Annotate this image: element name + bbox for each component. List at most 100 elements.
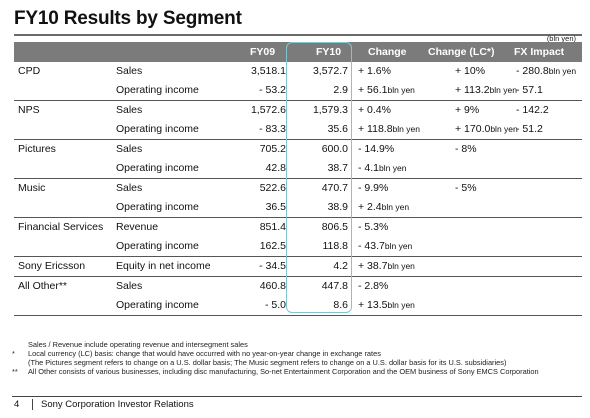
- change-lc-value-unit: bln yen: [490, 124, 518, 134]
- table-row: All Other** Sales 460.8 447.8 - 2.8%: [14, 277, 582, 296]
- header-change: Change: [368, 46, 407, 58]
- fy09-value: 705.2: [259, 143, 286, 155]
- row-item: Operating income: [116, 162, 199, 174]
- change-value: - 43.7bln yen: [358, 240, 412, 252]
- change-value-number: + 118.8: [358, 123, 393, 135]
- row-item: Revenue: [116, 221, 159, 233]
- change-value-number: + 2.4: [358, 201, 382, 213]
- segment-group: NPS Sales 1,572.6 1,579.3 + 0.4% + 9% - 142.2 O…: [14, 101, 582, 140]
- table-row: Operating income 36.5 38.9 + 2.4bln yen: [14, 198, 582, 217]
- change-value: + 38.7bln yen: [358, 260, 415, 272]
- change-value-number: + 0.4%: [358, 104, 391, 116]
- table-row: CPD Sales 3,518.1 3,572.7 + 1.6% + 10% - 280.8…: [14, 62, 582, 81]
- fy10-value: 38.7: [327, 162, 348, 174]
- page-title: FY10 Results by Segment: [14, 8, 242, 29]
- note-lc: * Local currency (LC) basis: change that…: [12, 349, 582, 358]
- fy10-value: 8.6: [333, 299, 348, 311]
- fy10-value: 600.0: [321, 143, 348, 155]
- fy10-value: 2.9: [333, 84, 348, 96]
- change-value: + 13.5bln yen: [358, 299, 415, 311]
- fy09-value: 36.5: [265, 201, 286, 213]
- fy09-value: 522.6: [259, 182, 286, 194]
- table-row: Sony Ericsson Equity in net income - 34.5 4…: [14, 257, 582, 276]
- table-header: FY09 FY10 Change Change (LC*) FX Impact: [14, 42, 582, 62]
- segment-name: Pictures: [18, 143, 56, 155]
- fy10-value: 38.9: [327, 201, 348, 213]
- change-lc-value-number: - 5%: [455, 182, 477, 194]
- footnotes: Sales / Revenue include operating revenu…: [12, 340, 582, 376]
- row-item: Operating income: [116, 299, 199, 311]
- change-value: + 2.4bln yen: [358, 201, 409, 213]
- change-value-number: + 56.1: [358, 84, 388, 96]
- change-lc-value: + 113.2bln yen: [455, 84, 517, 96]
- change-value-number: + 1.6%: [358, 65, 391, 77]
- change-value: - 5.3%: [358, 221, 388, 233]
- change-value-number: + 38.7: [358, 260, 388, 272]
- footer: 4 Sony Corporation Investor Relations: [14, 399, 194, 410]
- fx-impact-value-number: - 51.2: [516, 123, 543, 135]
- fy09-value: - 34.5: [259, 260, 286, 272]
- table-row: NPS Sales 1,572.6 1,579.3 + 0.4% + 9% - 142.2: [14, 101, 582, 120]
- note-lc-detail-text: (The Pictures segment refers to change o…: [28, 358, 507, 367]
- header-fy09: FY09: [250, 46, 276, 58]
- fy10-value: 4.2: [333, 260, 348, 272]
- segment-group: Pictures Sales 705.2 600.0 - 14.9% - 8% Operat…: [14, 140, 582, 179]
- row-item: Operating income: [116, 84, 199, 96]
- segment-group: Music Sales 522.6 470.7 - 9.9% - 5% Operating …: [14, 179, 582, 218]
- change-value-unit: bln yen: [387, 300, 415, 310]
- change-lc-value-number: - 8%: [455, 143, 477, 155]
- footer-divider: [12, 396, 582, 397]
- segment-name: Music: [18, 182, 46, 194]
- note-lc-text: Local currency (LC) basis: change that w…: [28, 349, 381, 358]
- change-lc-value-number: + 9%: [455, 104, 480, 116]
- row-item: Sales: [116, 65, 143, 77]
- segment-name: NPS: [18, 104, 40, 116]
- table-row: Pictures Sales 705.2 600.0 - 14.9% - 8%: [14, 140, 582, 159]
- fx-impact-value-unit: bln yen: [548, 66, 577, 76]
- segment-name: CPD: [18, 65, 41, 77]
- change-value: + 0.4%: [358, 104, 391, 116]
- fy09-value: 460.8: [259, 280, 286, 292]
- fy09-value: - 53.2: [259, 84, 286, 96]
- row-item: Sales: [116, 182, 143, 194]
- row-item: Sales: [116, 280, 143, 292]
- fy10-value: 806.5: [321, 221, 348, 233]
- table-row: Operating income - 83.3 35.6 + 118.8bln yen…: [14, 120, 582, 139]
- note-lc-mark: *: [12, 349, 15, 358]
- note-all-other-text: All Other consists of various businesses…: [28, 367, 539, 376]
- segment-results-table: FY09 FY10 Change Change (LC*) FX Impact …: [14, 42, 582, 316]
- fx-impact-value: - 280.8bln yen: [516, 65, 576, 77]
- change-lc-value-number: + 113.2: [455, 84, 490, 96]
- fx-impact-value: - 51.2: [516, 123, 543, 135]
- row-item: Operating income: [116, 123, 199, 135]
- table-row: Operating income - 5.0 8.6 + 13.5bln yen: [14, 296, 582, 315]
- change-value-number: - 9.9%: [358, 182, 389, 194]
- footer-separator: [32, 399, 33, 410]
- fy09-value: - 5.0: [264, 299, 286, 311]
- change-value-unit: bln yen: [387, 85, 415, 95]
- table-row: Financial Services Revenue 851.4 806.5 - 5.3…: [14, 218, 582, 237]
- row-item: Operating income: [116, 201, 199, 213]
- change-value: - 2.8%: [358, 280, 388, 292]
- segment-group: Financial Services Revenue 851.4 806.5 - 5.3…: [14, 218, 582, 257]
- fy09-value: 42.8: [265, 162, 286, 174]
- table-row: Music Sales 522.6 470.7 - 9.9% - 5%: [14, 179, 582, 198]
- change-lc-value: - 8%: [455, 143, 477, 155]
- note-all-other: ** All Other consists of various busines…: [12, 367, 582, 376]
- change-lc-value: + 10%: [455, 65, 485, 77]
- row-item: Sales: [116, 143, 143, 155]
- header-change-lc: Change (LC*): [428, 46, 495, 58]
- segment-group: All Other** Sales 460.8 447.8 - 2.8% Operatin…: [14, 277, 582, 316]
- change-value-number: + 13.5: [358, 299, 388, 311]
- title-divider: [14, 34, 582, 36]
- segment-name: Financial Services: [18, 221, 104, 233]
- fx-impact-value-number: - 142.2: [516, 104, 549, 116]
- fy09-value: 1,572.6: [250, 104, 286, 116]
- change-value-unit: bln yen: [387, 261, 415, 271]
- row-item: Operating income: [116, 240, 199, 252]
- note-lc-detail: (The Pictures segment refers to change o…: [12, 358, 582, 367]
- fy09-value: 851.4: [259, 221, 286, 233]
- change-lc-value-unit: bln yen: [489, 85, 517, 95]
- fx-impact-value-number: - 280.8: [516, 65, 549, 77]
- segment-group: CPD Sales 3,518.1 3,572.7 + 1.6% + 10% - 280.8…: [14, 62, 582, 101]
